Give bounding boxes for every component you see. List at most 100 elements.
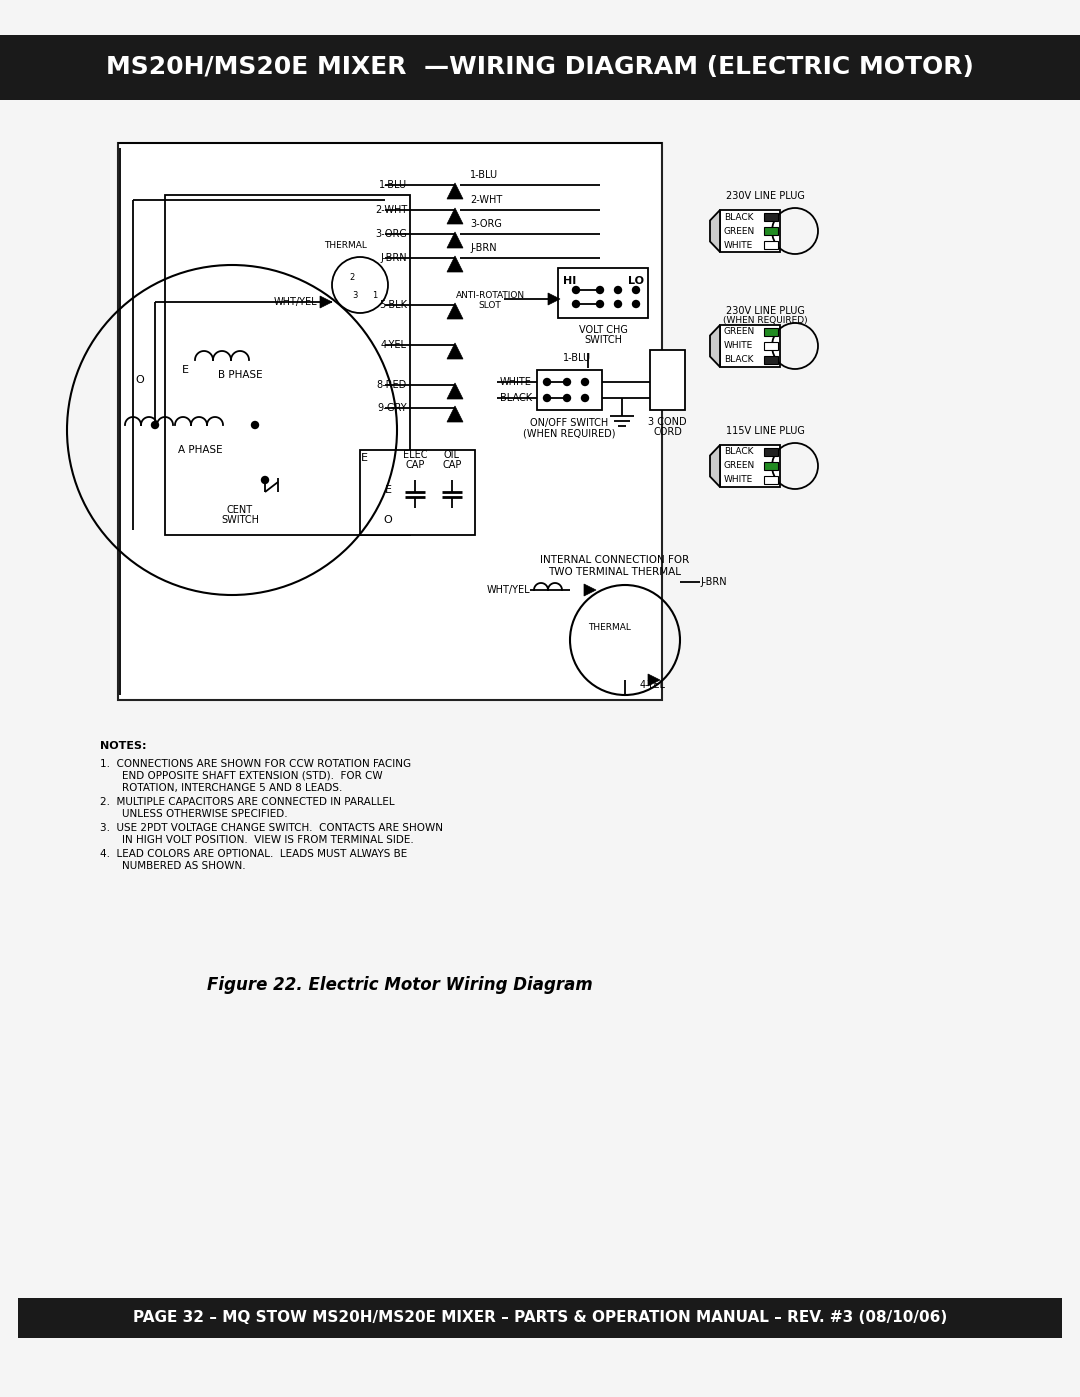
Text: 1-BLU: 1-BLU: [470, 170, 498, 180]
Bar: [720, 446, 780, 488]
Polygon shape: [447, 383, 463, 400]
Text: O: O: [136, 374, 145, 386]
Polygon shape: [447, 344, 463, 359]
Text: PAGE 32 – MQ STOW MS20H/MS20E MIXER – PARTS & OPERATION MANUAL – REV. #3 (08/10/: PAGE 32 – MQ STOW MS20H/MS20E MIXER – PA…: [133, 1310, 947, 1326]
Bar: [764, 226, 778, 235]
Text: CENT: CENT: [227, 504, 253, 515]
Text: UNLESS OTHERWISE SPECIFIED.: UNLESS OTHERWISE SPECIFIED.: [122, 809, 287, 819]
Text: THERMAL: THERMAL: [589, 623, 632, 633]
Text: SWITCH: SWITCH: [221, 515, 259, 525]
Circle shape: [615, 286, 621, 293]
Text: 4.  LEAD COLORS ARE OPTIONAL.  LEADS MUST ALWAYS BE: 4. LEAD COLORS ARE OPTIONAL. LEADS MUST …: [100, 849, 407, 859]
Text: OIL: OIL: [444, 450, 460, 460]
Text: J-BRN: J-BRN: [470, 243, 497, 253]
Text: CAP: CAP: [405, 460, 424, 469]
Text: CORD: CORD: [653, 427, 681, 437]
Text: 4-YEL: 4-YEL: [381, 339, 407, 351]
Circle shape: [543, 394, 551, 401]
Text: WHITE: WHITE: [724, 240, 753, 250]
Text: 5-BLK: 5-BLK: [379, 300, 407, 310]
Polygon shape: [320, 296, 332, 307]
Text: WHITE: WHITE: [500, 377, 532, 387]
Text: J-BRN: J-BRN: [380, 253, 407, 263]
Text: 115V LINE PLUG: 115V LINE PLUG: [726, 426, 805, 436]
Circle shape: [596, 286, 604, 293]
Text: 1: 1: [373, 291, 378, 299]
Circle shape: [261, 476, 269, 483]
Circle shape: [564, 379, 570, 386]
Text: 1.  CONNECTIONS ARE SHOWN FOR CCW ROTATION FACING: 1. CONNECTIONS ARE SHOWN FOR CCW ROTATIO…: [100, 759, 411, 768]
Text: 9-GRY: 9-GRY: [377, 402, 407, 414]
Circle shape: [633, 286, 639, 293]
Text: INTERNAL CONNECTION FOR: INTERNAL CONNECTION FOR: [540, 555, 690, 564]
Text: 2-WHT: 2-WHT: [470, 196, 502, 205]
Bar: [0, 35, 1080, 101]
Text: ON/OFF SWITCH: ON/OFF SWITCH: [530, 418, 609, 427]
Text: 8-RED: 8-RED: [377, 380, 407, 390]
Text: 230V LINE PLUG: 230V LINE PLUG: [726, 306, 805, 316]
Bar: [764, 476, 778, 483]
Text: 230V LINE PLUG: 230V LINE PLUG: [726, 191, 805, 201]
Text: O: O: [383, 515, 392, 525]
Polygon shape: [447, 407, 463, 422]
Text: J-BRN: J-BRN: [700, 577, 727, 587]
Polygon shape: [710, 326, 720, 367]
Bar: [764, 448, 778, 455]
Text: NUMBERED AS SHOWN.: NUMBERED AS SHOWN.: [122, 861, 245, 870]
Circle shape: [581, 394, 589, 401]
Bar: [764, 212, 778, 221]
Circle shape: [252, 422, 258, 429]
Text: LO: LO: [627, 277, 644, 286]
Text: BLACK: BLACK: [500, 393, 532, 402]
Circle shape: [572, 286, 580, 293]
Polygon shape: [710, 210, 720, 251]
Text: E: E: [384, 485, 391, 495]
Bar: [537, 370, 602, 409]
Bar: [764, 462, 778, 469]
Text: A PHASE: A PHASE: [178, 446, 222, 455]
Text: SLOT: SLOT: [478, 302, 501, 310]
Text: B PHASE: B PHASE: [218, 370, 262, 380]
Text: 3-ORG: 3-ORG: [375, 229, 407, 239]
Text: TWO TERMINAL THERMAL: TWO TERMINAL THERMAL: [549, 567, 681, 577]
Text: MS20H/MS20E MIXER  —WIRING DIAGRAM (ELECTRIC MOTOR): MS20H/MS20E MIXER —WIRING DIAGRAM (ELECT…: [106, 54, 974, 80]
Polygon shape: [447, 183, 463, 198]
Bar: [720, 326, 780, 367]
Text: 3-ORG: 3-ORG: [470, 219, 502, 229]
Bar: [720, 210, 780, 251]
Text: BLACK: BLACK: [724, 212, 754, 222]
Text: WHT/YEL: WHT/YEL: [486, 585, 530, 595]
Polygon shape: [648, 673, 660, 686]
Bar: [764, 342, 778, 351]
Polygon shape: [548, 293, 561, 305]
Text: 2-WHT: 2-WHT: [375, 205, 407, 215]
Bar: [764, 356, 778, 365]
Text: ROTATION, INTERCHANGE 5 AND 8 LEADS.: ROTATION, INTERCHANGE 5 AND 8 LEADS.: [122, 782, 342, 793]
Bar: [764, 242, 778, 249]
Bar: [650, 351, 685, 409]
Text: ANTI-ROTATION: ANTI-ROTATION: [456, 292, 525, 300]
Polygon shape: [710, 446, 720, 488]
Polygon shape: [447, 256, 463, 272]
Text: SWITCH: SWITCH: [584, 335, 622, 345]
Text: GREEN: GREEN: [724, 327, 755, 337]
Text: 4-YEL: 4-YEL: [640, 680, 666, 690]
Bar: [360, 450, 475, 535]
Bar: [558, 268, 648, 319]
Text: THERMAL: THERMAL: [325, 242, 367, 250]
Text: 3 COND: 3 COND: [648, 416, 687, 427]
Bar: [165, 196, 410, 535]
Circle shape: [572, 300, 580, 307]
Text: HI: HI: [564, 277, 577, 286]
Text: CAP: CAP: [443, 460, 461, 469]
Circle shape: [151, 422, 159, 429]
Text: (WHEN REQUIRED): (WHEN REQUIRED): [723, 316, 808, 324]
Text: ELEC: ELEC: [403, 450, 428, 460]
Polygon shape: [447, 303, 463, 319]
Text: 2.  MULTIPLE CAPACITORS ARE CONNECTED IN PARALLEL: 2. MULTIPLE CAPACITORS ARE CONNECTED IN …: [100, 798, 394, 807]
Text: 1-BLU: 1-BLU: [379, 180, 407, 190]
Polygon shape: [447, 208, 463, 224]
Circle shape: [596, 300, 604, 307]
Text: BLACK: BLACK: [724, 355, 754, 365]
Text: Figure 22. Electric Motor Wiring Diagram: Figure 22. Electric Motor Wiring Diagram: [207, 977, 593, 995]
